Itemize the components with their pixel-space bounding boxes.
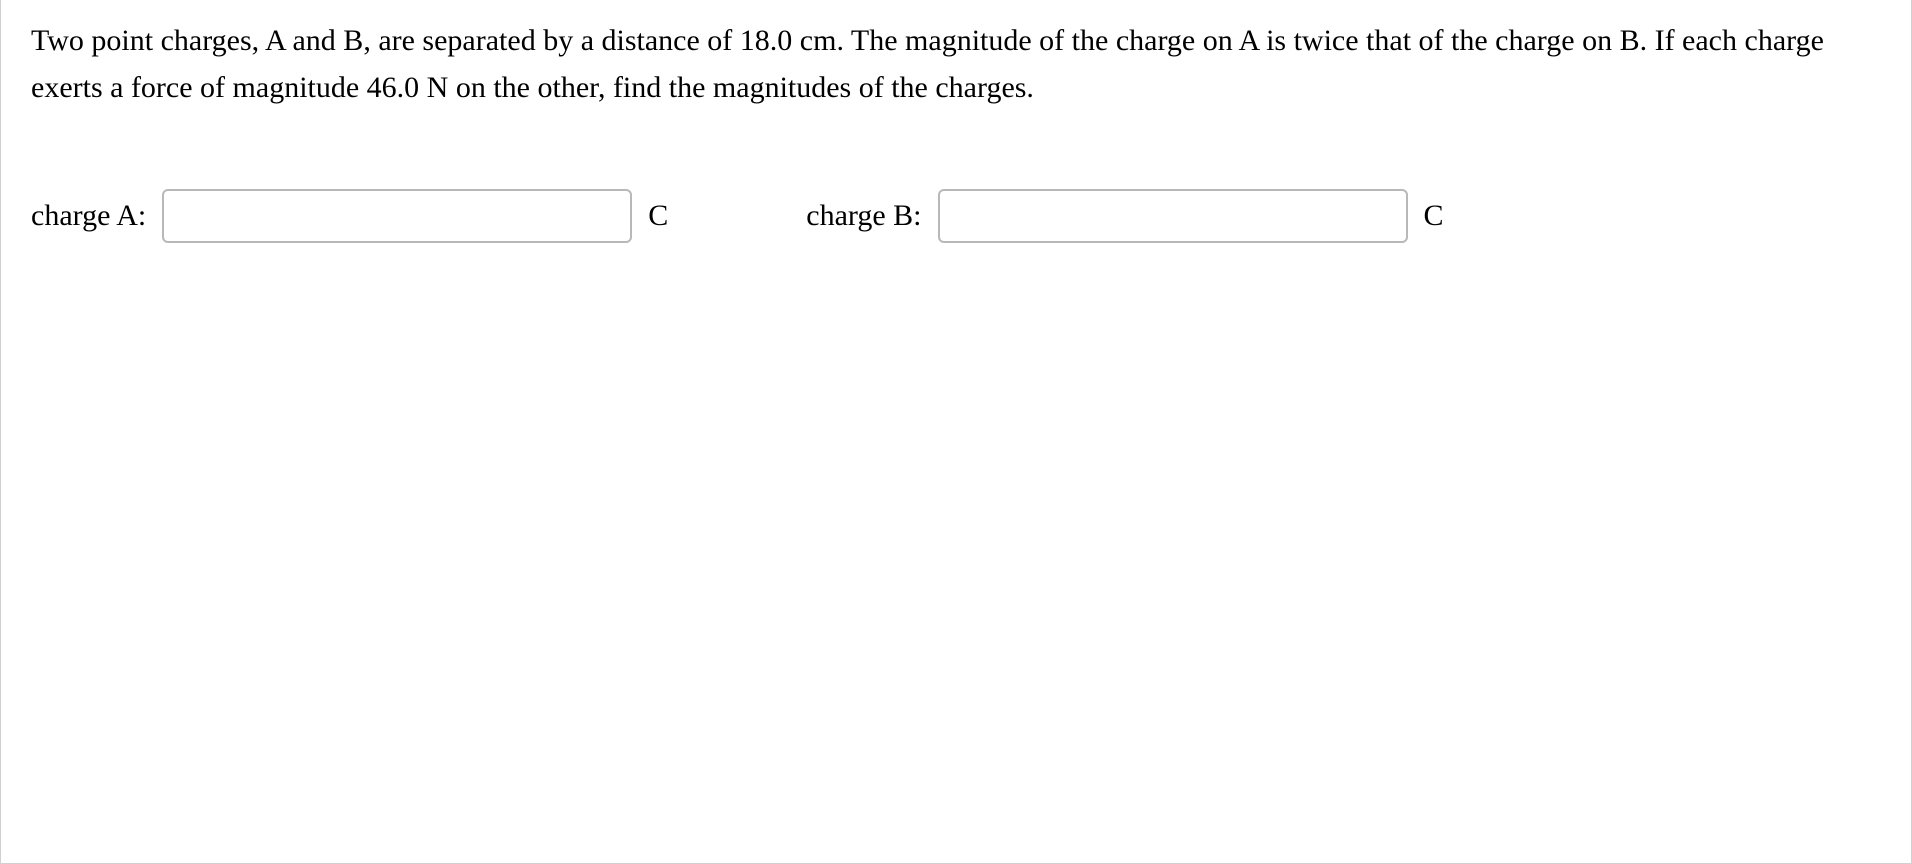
charge-a-group: charge A: C [31,189,788,243]
question-text: Two point charges, A and B, are separate… [31,18,1881,111]
charge-a-unit: C [648,199,668,233]
charge-b-label: charge B: [806,199,921,233]
answer-row: charge A: C charge B: C [31,189,1881,243]
charge-b-unit: C [1424,199,1444,233]
charge-a-input[interactable] [162,189,632,243]
charge-b-group: charge B: C [806,189,1443,243]
charge-a-label: charge A: [31,199,146,233]
charge-b-input[interactable] [938,189,1408,243]
question-container: Two point charges, A and B, are separate… [0,0,1912,864]
